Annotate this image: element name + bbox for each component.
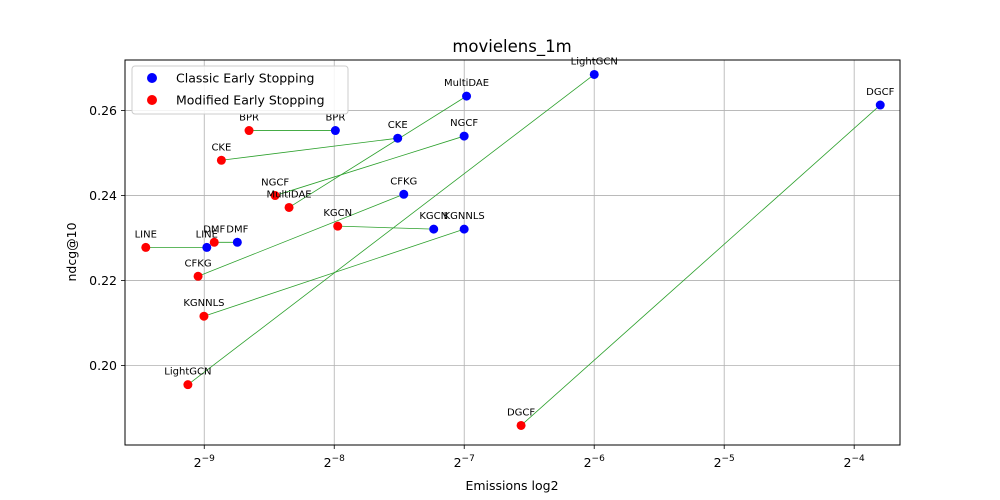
modified-point-line — [141, 242, 151, 252]
modified-point-cke — [216, 155, 226, 165]
y-tick-label-0: 0.20 — [89, 358, 117, 373]
modified-label-line: LINE — [135, 229, 157, 240]
modified-label-lightgcn: LightGCN — [164, 367, 211, 378]
connection-line-cke — [221, 137, 398, 161]
classic-point-multidae — [462, 91, 472, 101]
modified-label-cfkg: CFKG — [185, 258, 212, 269]
modified-label-kgcn: KGCN — [323, 208, 352, 219]
y-tick-label-2: 0.24 — [89, 188, 117, 203]
modified-label-kgnnls: KGNNLS — [183, 298, 224, 309]
classic-label-multidae: MultiDAE — [444, 78, 489, 89]
modified-point-multidae — [284, 202, 294, 212]
classic-point-cfkg — [399, 189, 409, 199]
classic-point-lightgcn — [589, 69, 599, 79]
modified-point-ngcf — [270, 191, 280, 201]
data-points — [141, 69, 885, 430]
classic-label-ngcf: NGCF — [450, 118, 478, 129]
connection-line-kgcn — [337, 225, 434, 230]
x-tick-label-0: 2−9 — [194, 454, 215, 470]
classic-label-dgcf: DGCF — [866, 87, 894, 98]
y-axis-label: ndcg@10 — [64, 222, 79, 281]
connection-line-dgcf — [520, 104, 881, 426]
plot-area-frame — [124, 59, 901, 446]
classic-label-line: LINE — [196, 229, 218, 240]
classic-label-lightgcn: LightGCN — [571, 56, 618, 67]
legend-label-classic: Classic Early Stopping — [176, 71, 314, 86]
modified-point-lightgcn — [183, 380, 193, 390]
classic-label-kgcn: KGCN — [419, 211, 448, 222]
modified-label-cke: CKE — [211, 142, 231, 153]
modified-point-kgnnls — [199, 311, 209, 321]
x-tick-label-3: 2−6 — [584, 454, 605, 470]
modified-label-bpr: BPR — [239, 113, 259, 124]
legend-box — [131, 65, 349, 115]
classic-label-cfkg: CFKG — [390, 176, 417, 187]
classic-label-kgnnls: KGNNLS — [444, 211, 485, 222]
classic-point-kgnnls — [459, 224, 469, 234]
legend-marker-modified — [147, 95, 157, 105]
classic-label-cke: CKE — [388, 120, 408, 131]
y-tick-label-3: 0.26 — [89, 103, 117, 118]
classic-label-dmf: DMF — [226, 224, 248, 235]
classic-point-line — [202, 242, 212, 252]
classic-point-dgcf — [875, 100, 885, 110]
x-tick-label-2: 2−7 — [454, 454, 475, 470]
modified-point-dmf — [209, 237, 219, 247]
y-tick-label-1: 0.22 — [89, 273, 117, 288]
legend-marker-classic — [147, 73, 157, 83]
x-tick-label-1: 2−8 — [324, 454, 345, 470]
classic-point-dmf — [232, 237, 242, 247]
classic-label-bpr: BPR — [325, 113, 345, 124]
connection-line-kgnnls — [203, 228, 465, 317]
grid — [125, 60, 900, 445]
x-axis-label: Emissions log2 — [465, 478, 558, 493]
modified-point-bpr — [244, 126, 254, 136]
connection-line-cfkg — [197, 193, 404, 277]
modified-label-dgcf: DGCF — [507, 407, 535, 418]
chart-title: movielens_1m — [452, 37, 571, 57]
legend-label-modified: Modified Early Stopping — [176, 93, 325, 108]
connection-line-multidae — [288, 95, 467, 208]
x-tick-label-5: 2−4 — [844, 454, 865, 470]
modified-label-ngcf: NGCF — [261, 178, 289, 189]
classic-point-bpr — [330, 126, 340, 136]
modified-point-cfkg — [193, 271, 203, 281]
modified-point-dgcf — [516, 420, 526, 430]
connection-line-ngcf — [274, 135, 465, 196]
axis-ticks: 2−9 2−8 2−7 2−6 2−5 2−4 0.20 0.22 0.24 0.26 — [89, 103, 865, 470]
modified-label-dmf: DMF — [203, 224, 225, 235]
x-tick-label-4: 2−5 — [714, 454, 735, 470]
connection-line-lightgcn — [187, 74, 595, 385]
legend: Classic Early Stopping Modified Early St… — [131, 65, 349, 115]
modified-label-multidae: MultiDAE — [266, 189, 311, 200]
modified-point-kgcn — [333, 221, 343, 231]
classic-point-cke — [393, 133, 403, 143]
classic-point-kgcn — [429, 224, 439, 234]
classic-point-ngcf — [459, 131, 469, 141]
